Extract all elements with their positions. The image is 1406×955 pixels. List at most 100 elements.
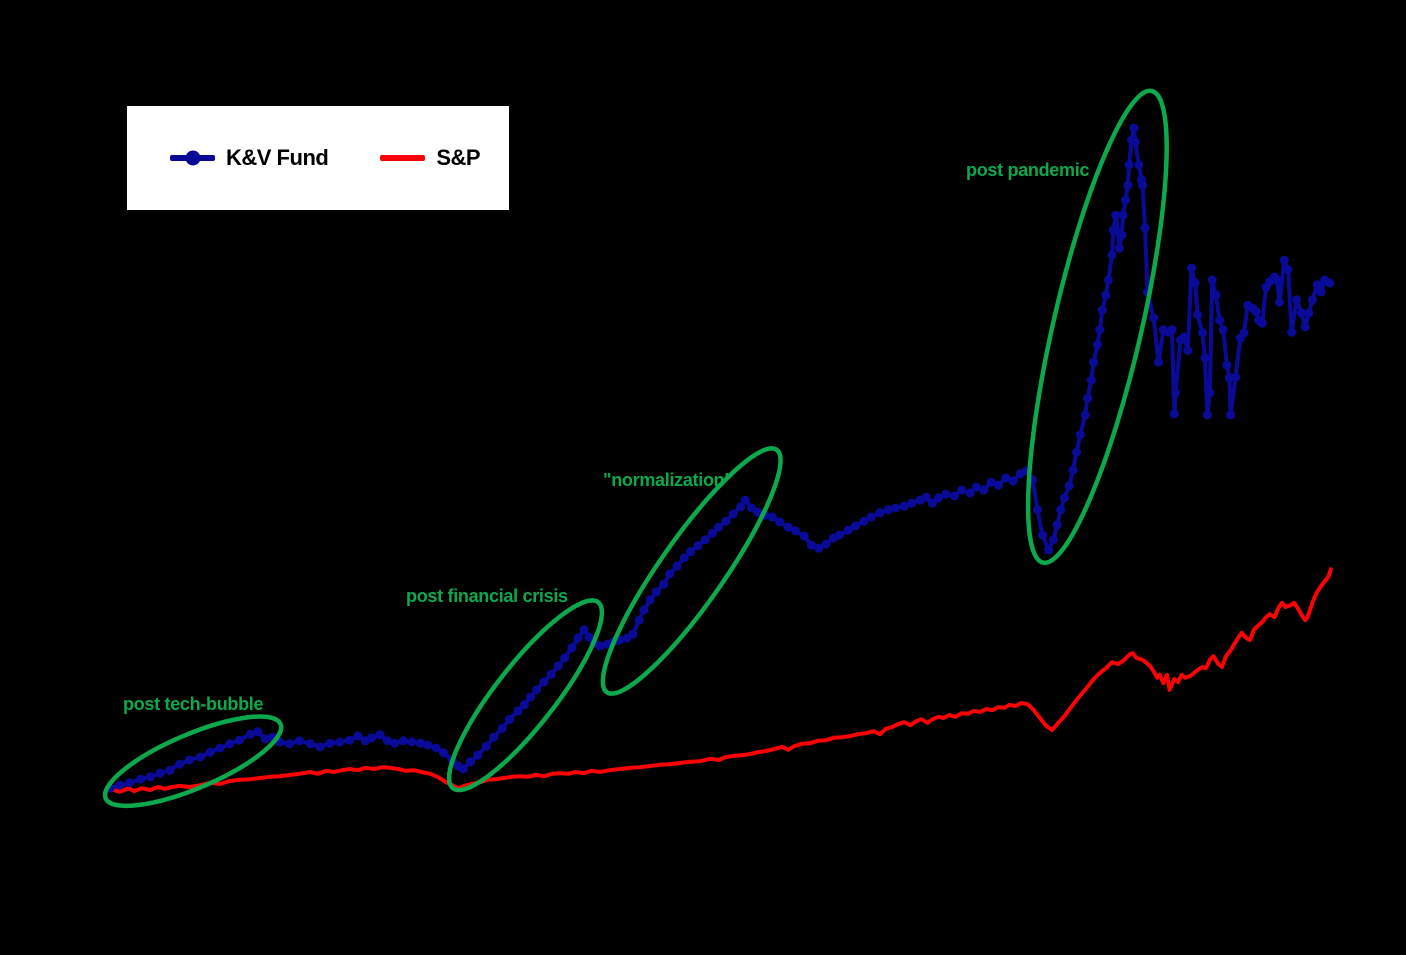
k-v-fund-marker [1171,388,1181,398]
k-v-fund-marker [398,736,408,746]
k-v-fund-marker [957,485,967,495]
k-v-fund-marker [165,765,175,775]
k-v-fund-marker [883,505,893,515]
k-v-fund-marker [195,752,205,762]
k-v-fund-marker [707,528,717,538]
k-v-fund-marker [685,547,695,557]
k-v-fund-marker [672,561,682,571]
k-v-fund-marker [390,738,400,748]
k-v-fund-marker [560,653,570,663]
k-v-fund-marker [489,732,499,742]
k-v-fund-marker [567,643,577,653]
k-v-fund-marker [1097,305,1107,315]
k-v-fund-marker [949,491,959,501]
k-v-fund-marker [1200,353,1210,363]
k-v-fund-marker [407,737,417,747]
k-v-fund-marker [1134,160,1144,170]
k-v-fund-marker [1325,278,1335,288]
k-v-fund-marker [934,493,943,503]
k-v-fund-marker [645,595,655,605]
k-v-fund-marker [1086,375,1096,385]
k-v-fund-marker [993,480,1003,490]
k-v-fund-marker [1048,535,1058,545]
k-v-fund-marker [1052,520,1062,530]
k-v-fund-marker [246,729,255,739]
annotation-3: post pandemic [966,88,1169,566]
legend-label-kv-fund: K&V Fund [226,145,329,170]
k-v-fund-marker [1083,393,1093,403]
annotation-ellipse-3 [1025,88,1169,566]
k-v-fund-marker [1075,430,1085,440]
k-v-fund-marker [1312,280,1322,290]
k-v-fund-marker [554,661,563,671]
k-v-fund-marker [1187,263,1196,273]
k-v-fund-marker [1129,123,1139,133]
k-v-fund-marker [1211,290,1221,300]
k-v-fund-marker [525,692,535,702]
k-v-fund-marker [728,509,738,519]
k-v-fund-marker [665,569,675,579]
k-v-fund-marker [155,768,165,778]
k-v-fund-marker [651,587,661,597]
k-v-fund-marker [806,540,816,550]
k-v-fund-marker [1231,372,1240,382]
k-v-fund-marker [325,738,335,748]
k-v-fund-marker [1207,275,1217,285]
annotation-2: "normalization" [600,446,783,696]
k-v-fund-marker [532,685,541,695]
k-v-fund-marker [1307,295,1317,305]
annotation-ellipse-1 [446,598,605,793]
k-v-fund-marker [628,629,638,639]
k-v-fund-marker [335,737,345,747]
annotation-label-1: post financial crisis [406,586,568,606]
k-v-fund-marker [1202,410,1212,420]
k-v-fund-marker [125,778,135,788]
k-v-fund-marker [1114,243,1124,253]
k-v-fund-marker [294,736,304,746]
k-v-fund-marker [965,488,975,498]
k-v-fund-marker [1111,210,1121,220]
k-v-fund-marker [235,735,244,745]
k-v-fund-marker [775,517,785,527]
k-v-fund-marker [439,748,449,758]
k-v-fund-marker [1044,545,1053,555]
k-v-fund-marker [215,743,225,753]
s-p-line [108,567,1333,794]
k-v-fund-marker [1226,410,1236,420]
k-v-fund-marker [1287,327,1297,337]
k-v-fund-marker [253,727,263,737]
k-v-fund-marker [1292,295,1302,305]
k-v-fund-marker [700,535,710,545]
k-v-fund-marker [721,516,731,526]
k-v-fund-marker [639,605,649,615]
annotation-label-3: post pandemic [966,160,1089,180]
k-v-fund-marker [458,764,468,774]
k-v-fund-marker [850,521,860,531]
k-v-fund-marker [481,741,491,751]
k-v-fund-marker [740,495,750,505]
k-v-fund-marker [423,740,433,750]
k-v-fund-marker [875,508,885,518]
k-v-fund-marker [1215,315,1225,325]
k-v-fund-marker [1169,409,1179,419]
k-v-fund-marker [136,774,146,784]
k-v-fund-marker [783,522,793,532]
k-v-fund-marker [573,633,583,643]
k-v-fund-marker [1072,447,1082,457]
k-v-fund-marker [1179,332,1189,342]
k-v-fund-marker [634,615,644,625]
k-v-fund-marker [205,747,215,757]
k-v-fund-marker [1118,210,1128,220]
k-v-fund-marker [1140,223,1150,233]
k-v-fund-series [105,123,1335,793]
k-v-fund-marker [927,498,937,508]
k-v-fund-marker [579,625,589,635]
k-v-fund-marker [659,579,669,589]
k-v-fund-marker [1138,180,1148,190]
k-v-fund-marker [1279,255,1289,265]
k-v-fund-marker [115,780,125,790]
k-v-fund-marker [1101,290,1111,300]
k-v-fund-marker [513,706,523,716]
k-v-fund-marker [466,757,475,767]
